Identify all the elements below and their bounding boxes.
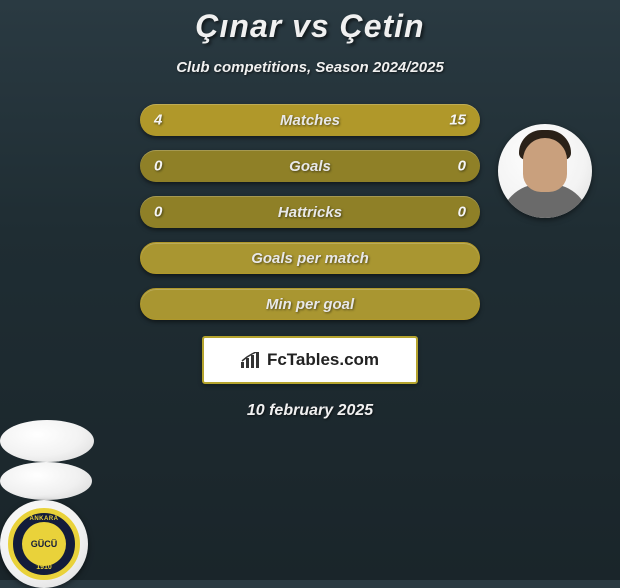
stat-row: Min per goal [140, 288, 480, 320]
stat-left-value: 4 [154, 112, 162, 129]
stat-row: Matches 4 15 [140, 104, 480, 136]
badge-center-text: GÜCÜ [22, 522, 66, 566]
stat-label: Matches [280, 112, 340, 129]
stat-left-value: 0 [154, 158, 162, 175]
chart-icon [241, 352, 261, 368]
date: 10 february 2025 [0, 402, 620, 420]
club-right-logo: ANKARA GÜCÜ 1910 [0, 500, 88, 588]
subtitle: Club competitions, Season 2024/2025 [0, 59, 620, 76]
stat-left-value: 0 [154, 204, 162, 221]
watermark-text: FcTables.com [267, 350, 379, 370]
badge-top-text: ANKARA [30, 516, 59, 522]
player-left-avatar [0, 420, 94, 462]
stat-label: Min per goal [266, 296, 354, 313]
stat-label: Hattricks [278, 204, 342, 221]
player-right-avatar [498, 124, 592, 218]
watermark-badge: FcTables.com [202, 336, 418, 384]
stat-right-value: 0 [458, 158, 466, 175]
page-title: Çınar vs Çetin [0, 0, 620, 45]
stat-row: Goals 0 0 [140, 150, 480, 182]
stat-row: Goals per match [140, 242, 480, 274]
badge-bottom-text: 1910 [36, 564, 52, 571]
stat-row: Hattricks 0 0 [140, 196, 480, 228]
stat-label: Goals per match [251, 250, 369, 267]
stat-right-value: 15 [449, 112, 466, 129]
club-left-logo [0, 462, 92, 500]
stat-label: Goals [289, 158, 331, 175]
stat-right-value: 0 [458, 204, 466, 221]
